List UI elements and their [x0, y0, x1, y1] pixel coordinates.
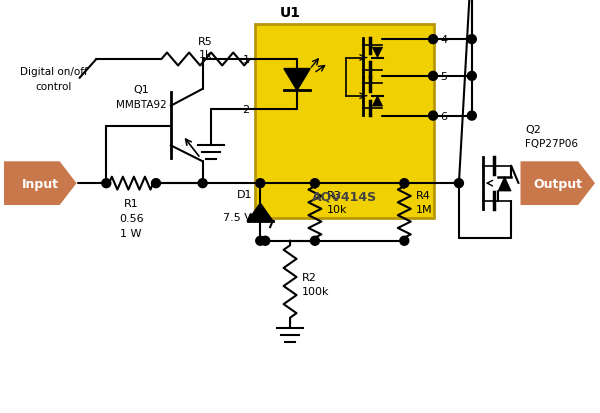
Text: 1 W: 1 W	[121, 228, 142, 238]
Circle shape	[198, 179, 207, 188]
Circle shape	[256, 237, 265, 246]
Circle shape	[467, 112, 476, 121]
Text: 2: 2	[242, 104, 250, 114]
Text: Output: Output	[533, 177, 582, 190]
Text: 7.5 V: 7.5 V	[223, 212, 253, 222]
Polygon shape	[373, 97, 383, 107]
Text: control: control	[35, 82, 72, 92]
Text: 1M: 1M	[416, 204, 433, 214]
Polygon shape	[284, 69, 310, 91]
Text: R2: R2	[302, 272, 317, 282]
Circle shape	[310, 237, 319, 246]
Text: 6: 6	[440, 112, 447, 121]
Text: Q2: Q2	[526, 124, 541, 134]
Polygon shape	[4, 162, 77, 206]
Text: R4: R4	[416, 191, 431, 201]
Text: 5: 5	[440, 72, 447, 82]
Text: 100k: 100k	[302, 287, 329, 297]
Polygon shape	[521, 162, 595, 206]
Polygon shape	[498, 177, 511, 192]
Text: AQV414S: AQV414S	[312, 190, 377, 203]
Circle shape	[102, 179, 111, 188]
Text: FQP27P06: FQP27P06	[526, 139, 578, 149]
Text: D1: D1	[237, 189, 253, 199]
Text: 1k: 1k	[199, 50, 212, 60]
Text: 0.56: 0.56	[119, 214, 143, 223]
Circle shape	[454, 179, 463, 188]
Bar	[256, 25, 434, 218]
Circle shape	[467, 36, 476, 45]
Text: 1: 1	[242, 55, 250, 65]
Text: MMBTA92: MMBTA92	[116, 100, 166, 109]
Circle shape	[152, 179, 160, 188]
Circle shape	[467, 72, 476, 81]
Circle shape	[400, 179, 409, 188]
Text: 10k: 10k	[327, 204, 347, 214]
Circle shape	[256, 179, 265, 188]
Circle shape	[428, 36, 437, 45]
Circle shape	[428, 112, 437, 121]
Text: 4: 4	[440, 35, 447, 45]
Text: R3: R3	[327, 191, 341, 201]
Text: U1: U1	[280, 6, 301, 20]
Text: Digital on/off: Digital on/off	[20, 67, 88, 77]
Polygon shape	[248, 204, 273, 221]
Text: Q1: Q1	[133, 85, 149, 95]
Text: Input: Input	[22, 177, 59, 190]
Text: R5: R5	[198, 37, 213, 47]
Text: R1: R1	[124, 199, 139, 209]
Circle shape	[261, 237, 270, 246]
Polygon shape	[373, 48, 383, 58]
Circle shape	[310, 179, 319, 188]
Circle shape	[400, 237, 409, 246]
Circle shape	[428, 72, 437, 81]
